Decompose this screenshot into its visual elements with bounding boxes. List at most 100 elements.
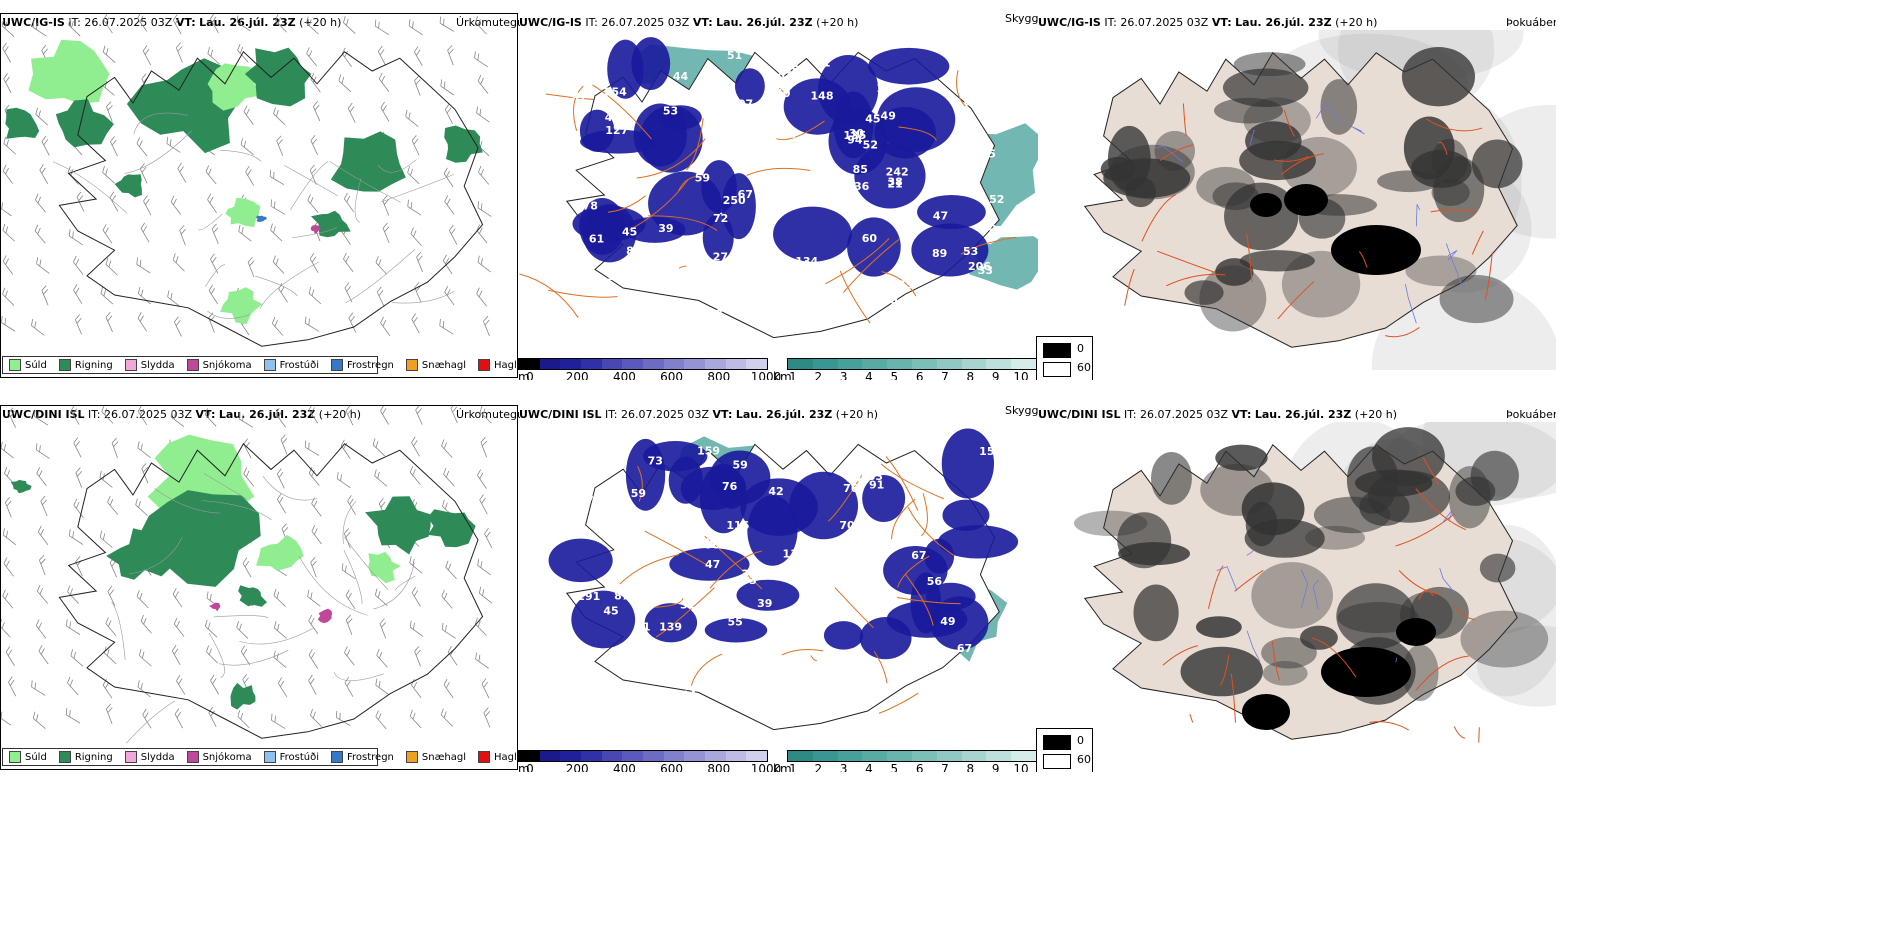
colorbar-segment xyxy=(705,751,726,761)
wind-barb xyxy=(242,557,252,578)
road xyxy=(686,117,704,171)
wind-barb xyxy=(441,439,453,458)
fog-map xyxy=(1036,30,1556,370)
wind-barb xyxy=(478,165,490,185)
wind-barb xyxy=(411,436,420,457)
river xyxy=(1246,550,1254,556)
cloud-base-label: 85 xyxy=(853,163,868,176)
wind-barb xyxy=(336,471,351,489)
cloud-base-area xyxy=(625,438,666,511)
lead-time: (+20 h) xyxy=(816,16,859,29)
colorbar-segment xyxy=(911,751,937,761)
fog-shade xyxy=(1300,625,1338,650)
cloud-base-area xyxy=(911,223,989,277)
colorbar-segment xyxy=(560,359,582,369)
wind-barb xyxy=(310,708,322,727)
wind-barb xyxy=(416,251,423,273)
colorbar-segment xyxy=(705,359,726,369)
road xyxy=(129,537,183,575)
cloud-base-label: 67 xyxy=(957,642,972,655)
wind-barb xyxy=(138,649,152,667)
colorbar-segment xyxy=(936,359,962,369)
wind-barb xyxy=(40,495,48,517)
wind-barb xyxy=(308,614,319,635)
colorbar-segment xyxy=(684,359,706,369)
precip-legend-swatch xyxy=(9,751,21,763)
cloud-base-area xyxy=(942,499,990,531)
wind-barb xyxy=(36,467,47,487)
cloud-base-label: 60 xyxy=(862,232,878,245)
wind-barb xyxy=(102,678,113,699)
wind-barb xyxy=(207,47,221,65)
wind-barb xyxy=(2,589,14,609)
road xyxy=(781,649,824,656)
road xyxy=(126,700,176,744)
cloud-base-label: 38 xyxy=(589,668,604,681)
wind-barb xyxy=(305,316,320,332)
precip-legend-item: Frostregn xyxy=(331,359,394,371)
cloud-base-label: 40 xyxy=(775,87,791,100)
wind-barb xyxy=(347,102,356,123)
colorbar-segment xyxy=(1011,359,1036,369)
wind-barb xyxy=(441,589,453,609)
colorbar-segment xyxy=(539,751,561,761)
cloud-base-area xyxy=(859,617,912,660)
cloud-base-label: 242 xyxy=(886,166,909,179)
fog-shade xyxy=(1377,170,1441,193)
cloud-base-area xyxy=(854,143,926,209)
cloud-base-label: 39 xyxy=(741,567,756,580)
wind-barb xyxy=(36,257,50,274)
river xyxy=(1249,130,1256,146)
road xyxy=(905,574,934,626)
wind-barb xyxy=(443,167,454,188)
wind-barb xyxy=(105,311,113,333)
colorbar-tick: 800 xyxy=(707,762,731,772)
colorbar-segment xyxy=(837,359,863,369)
vt-value: Lau. 26.júl. 23Z xyxy=(735,408,833,421)
cloud-base-area xyxy=(941,428,995,499)
wind-barb xyxy=(173,617,185,637)
cloud-base-label: 41 xyxy=(687,638,702,651)
cloud-base-label: 75 xyxy=(586,494,601,507)
road xyxy=(381,174,454,203)
wind-barb xyxy=(275,408,286,428)
fog-shade xyxy=(1402,644,1439,702)
wind-barb xyxy=(2,255,13,275)
wind-barb xyxy=(135,498,148,516)
road xyxy=(205,264,226,287)
wind-barb xyxy=(176,674,186,695)
precip-area xyxy=(310,225,320,234)
cloud-base-label: 35 xyxy=(757,663,772,676)
cloud-base-area xyxy=(876,87,956,152)
colorbar-tick: 800 xyxy=(707,370,731,380)
road xyxy=(897,555,930,588)
road xyxy=(1385,326,1420,338)
wind-barb xyxy=(344,282,353,303)
cloud-base-label: 159 xyxy=(697,444,720,457)
wind-barb xyxy=(205,165,217,185)
road xyxy=(1141,194,1177,242)
cloud-base-label: 62 xyxy=(704,134,719,147)
road xyxy=(636,138,706,179)
wind-barb xyxy=(411,135,420,156)
precip-legend-item: Snjókoma xyxy=(186,751,252,763)
it-value: 26.07.2025 03Z xyxy=(84,16,173,29)
precip-area xyxy=(114,174,142,198)
wind-barb xyxy=(140,222,150,243)
road xyxy=(373,562,415,610)
wind-barb xyxy=(414,46,423,67)
colorbar-tick: 1 xyxy=(789,370,797,380)
model-name: UWC/DINI ISL xyxy=(519,408,602,421)
road xyxy=(1124,268,1135,306)
precip-legend-swatch xyxy=(405,359,418,371)
wind-barb xyxy=(311,497,322,517)
road xyxy=(834,587,874,629)
precip-legend-swatch xyxy=(478,359,491,371)
wind-barb xyxy=(1,202,12,217)
colorbar-tick: 200 xyxy=(565,762,589,772)
wind-barb xyxy=(344,646,355,666)
fog-legend: 0 60 xyxy=(1036,728,1093,772)
wind-barb xyxy=(409,620,424,637)
wind-barb xyxy=(440,708,453,727)
wind-barb xyxy=(103,646,117,665)
